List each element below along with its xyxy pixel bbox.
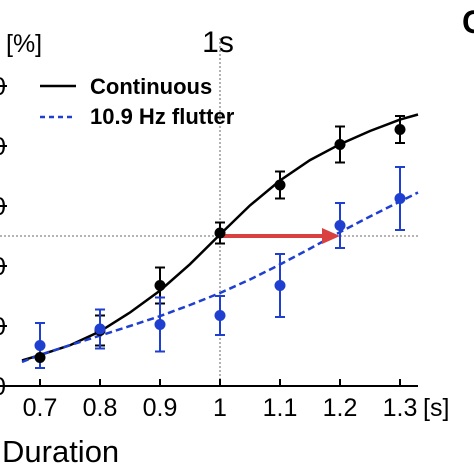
series-line-1 xyxy=(21,191,419,364)
y-tick-label-2: 0 xyxy=(0,253,6,281)
y-axis-label: [%] xyxy=(6,30,42,58)
y-tick-label-4: 0 xyxy=(0,133,6,161)
y-tick-label-3: 0 xyxy=(0,193,6,221)
error-bars xyxy=(35,115,405,369)
y-tick-label-1: 0 xyxy=(0,313,6,341)
data-point-s1-2 xyxy=(154,319,166,330)
x-ticks: 0.7 0.8 0.9 1 1.1 1.2 1.3 xyxy=(23,379,418,422)
data-point-s0-3 xyxy=(214,227,226,239)
arrow-head-0 xyxy=(322,228,340,244)
x-tick-label-1: 0.8 xyxy=(83,394,118,422)
chart-title: 1s xyxy=(202,26,234,59)
arrow-annotations xyxy=(220,228,340,244)
legend: Continuous 10.9 Hz flutter xyxy=(40,74,235,129)
legend-label-flutter: 10.9 Hz flutter xyxy=(90,104,235,129)
panel-letter: C xyxy=(462,4,474,40)
data-point-s1-4 xyxy=(274,280,286,291)
data-point-s1-1 xyxy=(94,323,106,335)
data-point-s0-4 xyxy=(274,179,286,191)
x-axis-label: Duration xyxy=(2,434,119,469)
legend-label-continuous: Continuous xyxy=(90,74,212,99)
x-tick-label-0: 0.7 xyxy=(23,394,58,422)
data-point-s1-5 xyxy=(334,220,346,231)
x-tick-label-2: 0.9 xyxy=(143,394,178,422)
data-point-s0-0 xyxy=(34,352,46,363)
data-point-s1-3 xyxy=(214,310,226,321)
x-axis-unit: [s] xyxy=(423,394,449,422)
data-point-s0-5 xyxy=(334,139,346,150)
x-tick-label-5: 1.2 xyxy=(323,394,358,422)
data-point-s1-0 xyxy=(34,340,46,351)
y-ticks: 0 0 0 0 0 0 xyxy=(0,73,7,401)
data-point-s1-6 xyxy=(394,193,406,204)
data-points xyxy=(34,124,406,363)
x-tick-label-3: 1 xyxy=(213,394,227,422)
y-tick-label-5: 0 xyxy=(0,73,6,101)
x-tick-label-4: 1.1 xyxy=(263,394,298,422)
y-tick-label-0: 0 xyxy=(0,373,6,401)
x-tick-label-6: 1.3 xyxy=(383,394,418,422)
data-point-s0-6 xyxy=(394,124,406,135)
data-point-s0-2 xyxy=(154,280,166,291)
